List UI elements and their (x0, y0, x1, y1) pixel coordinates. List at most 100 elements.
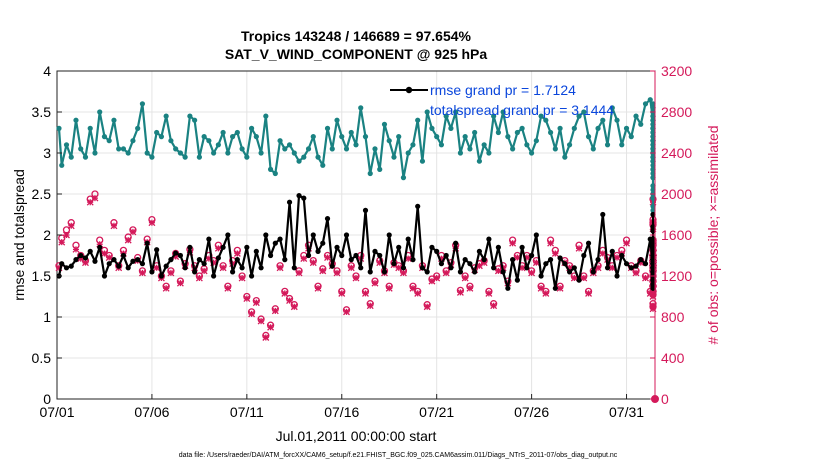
rmse-point (415, 203, 421, 209)
spread-point (557, 125, 563, 131)
spread-point (263, 113, 269, 119)
rmse-point (78, 252, 84, 259)
obs-assimilated-point (224, 284, 232, 292)
spread-point (434, 134, 440, 140)
spread-point (381, 121, 388, 127)
rmse-point (529, 252, 535, 259)
rmse-point (201, 261, 207, 267)
spread-point (424, 109, 430, 115)
rmse-point (595, 257, 601, 263)
rmse-point (505, 285, 511, 291)
rmse-point (111, 257, 117, 263)
spread-point (348, 129, 354, 136)
spread-point (168, 138, 174, 144)
obs-assimilated-point (490, 302, 498, 310)
rmse-point (609, 248, 615, 254)
y2-tick-label: 2400 (661, 145, 692, 161)
rmse-point (429, 244, 435, 250)
rmse-point (59, 261, 65, 267)
rmse-point (650, 269, 656, 275)
rmse-point (87, 248, 93, 254)
rmse-point (358, 265, 364, 271)
rmse-point (135, 257, 141, 263)
spread-point (353, 142, 359, 148)
obs-assimilated-point (286, 297, 294, 305)
spread-point (576, 113, 582, 119)
spread-point (130, 138, 136, 144)
obs-assimilated-point (637, 259, 645, 267)
rmse-point (116, 263, 122, 269)
spread-point (92, 150, 98, 156)
spread-point (111, 117, 117, 123)
spread-point (552, 146, 558, 152)
rmse-point (182, 265, 188, 271)
spread-point (410, 142, 416, 148)
y2-axis-label: # of obs: o=possible; ×=assimilated (705, 125, 721, 344)
spread-point (609, 105, 615, 111)
rmse-point (315, 248, 321, 254)
obs-assimilated-point (167, 269, 175, 277)
spread-point (650, 207, 656, 213)
rmse-point (443, 252, 449, 259)
rmse-point (220, 244, 226, 250)
spread-point (391, 154, 397, 160)
spread-point (647, 97, 653, 103)
spread-point (272, 170, 278, 177)
y2-tick-label: 1200 (661, 268, 692, 284)
rmse-point (253, 248, 259, 254)
spread-point (590, 146, 596, 152)
rmse-point (650, 244, 656, 250)
spread-point (377, 166, 383, 172)
spread-point (56, 125, 62, 131)
obs-assimilated-point (362, 289, 369, 297)
legend-rmse-marker (405, 86, 413, 94)
spread-point (495, 129, 501, 136)
obs-assimilated-point (200, 267, 208, 275)
spread-point (448, 125, 454, 131)
obs-assimilated-point (580, 274, 588, 282)
obs-assimilated-point (352, 274, 360, 282)
rmse-point (144, 240, 150, 246)
spread-point (614, 117, 620, 123)
rmse-point (633, 263, 639, 269)
rmse-point (92, 258, 98, 264)
obs-assimilated-point (333, 269, 341, 277)
obs-assimilated-point (623, 239, 630, 247)
spread-point (650, 183, 656, 189)
spread-point (467, 146, 473, 152)
obs-assimilated-point (172, 253, 180, 260)
obs-assimilated-point (437, 255, 445, 263)
obs-assimilated-point (494, 267, 502, 275)
rmse-point (419, 265, 426, 271)
obs-assimilated-point (461, 274, 469, 282)
spread-point (158, 134, 165, 140)
spread-point (419, 158, 426, 164)
obs-assimilated-point (281, 289, 289, 297)
obs-assimilated-point (649, 293, 657, 300)
obs-assimilated-point (262, 334, 270, 341)
spread-point (220, 129, 226, 136)
spread-point (386, 138, 392, 144)
spread-point (343, 146, 350, 152)
obs-assimilated-point (96, 240, 104, 248)
obs-assimilated-point (594, 264, 602, 272)
obs-assimilated-point (485, 289, 493, 297)
spread-point (650, 105, 656, 111)
rmse-point (614, 273, 620, 279)
rmse-point (239, 265, 245, 271)
rmse-point (310, 232, 316, 238)
y-axis-left: 0 0.5 1 1.5 2 2.5 3 3.5 4 (32, 63, 62, 407)
rmse-point (547, 257, 554, 263)
obs-assimilated-point (129, 228, 137, 236)
rmse-point (538, 273, 544, 279)
spread-point (405, 150, 411, 156)
spread-point (650, 154, 656, 160)
spread-point (415, 117, 421, 123)
spread-point (362, 134, 369, 140)
rmse-point (206, 236, 212, 242)
rmse-point (400, 265, 407, 271)
rmse-point (576, 277, 582, 283)
rmse-point (581, 252, 587, 259)
rmse-point (650, 248, 656, 254)
